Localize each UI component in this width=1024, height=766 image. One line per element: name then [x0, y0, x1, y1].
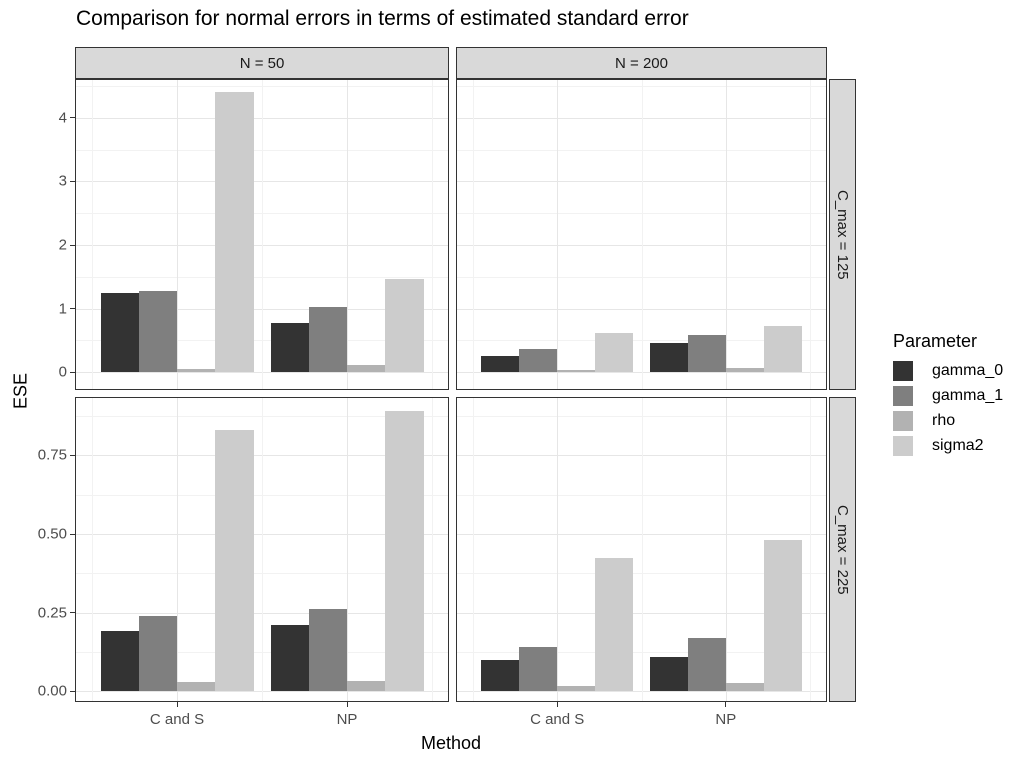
bar-gamma_1 — [308, 306, 348, 373]
y-tick-mark — [70, 454, 75, 457]
bar-gamma_0 — [270, 322, 309, 373]
bar-sigma2 — [215, 430, 254, 691]
facet-strip-row-cmax225: C_max = 225 — [829, 397, 856, 702]
y-tick-label: 3 — [58, 172, 67, 190]
bar-gamma_1 — [687, 334, 726, 373]
bar-rho — [177, 369, 216, 373]
legend-label: sigma2 — [932, 437, 984, 454]
bar-gamma_1 — [138, 615, 177, 691]
gridline-v-minor — [262, 79, 263, 390]
gridline-v-minor — [472, 397, 474, 702]
gridline-v-major — [347, 79, 348, 390]
gridline-v-minor — [641, 79, 643, 390]
legend-swatch-gamma_1 — [893, 386, 913, 406]
bar-gamma_1 — [138, 290, 177, 373]
gridline-v-minor — [472, 79, 474, 390]
gridline-v-minor — [92, 397, 93, 702]
y-tick-label: 0.50 — [37, 525, 67, 543]
bar-sigma2 — [595, 557, 633, 691]
gridline-v-minor — [92, 79, 93, 390]
bar-gamma_0 — [100, 293, 139, 373]
bar-gamma_0 — [649, 342, 688, 373]
gridline-v-minor — [432, 79, 433, 390]
bar-gamma_0 — [100, 631, 139, 691]
y-tick-label: 4 — [58, 109, 67, 127]
y-tick-mark — [70, 117, 75, 119]
bar-gamma_0 — [270, 625, 309, 691]
gridline-v-minor — [641, 397, 643, 702]
legend-swatch-gamma_0 — [893, 361, 913, 381]
x-tick-label: C and S — [149, 711, 205, 728]
gridline-v-major — [177, 397, 178, 702]
bar-sigma2 — [385, 278, 424, 373]
bar-sigma2 — [215, 91, 254, 373]
y-tick-mark — [70, 690, 75, 692]
y-tick-label: 0.75 — [37, 446, 67, 464]
gridline-v-major — [347, 397, 348, 702]
y-tick-mark — [70, 308, 75, 310]
bar-sigma2 — [385, 411, 424, 691]
x-tick-label: NP — [715, 711, 737, 728]
bar-gamma_0 — [481, 356, 520, 373]
bar-rho — [557, 686, 596, 691]
gridline-v-minor — [810, 397, 812, 702]
bar-gamma_0 — [481, 659, 520, 691]
y-tick-label: 0.00 — [37, 682, 67, 700]
bar-rho — [177, 682, 216, 691]
gridline-v-major — [725, 79, 727, 390]
legend-swatch-rho — [893, 411, 913, 431]
bar-sigma2 — [763, 540, 802, 691]
gridline-v-minor — [432, 397, 433, 702]
legend-label: gamma_0 — [932, 362, 1004, 379]
panel-n50-cmax125 — [75, 79, 449, 390]
legend-label: gamma_1 — [932, 387, 1004, 404]
bar-gamma_1 — [687, 637, 726, 691]
legend-label: rho — [932, 412, 956, 429]
legend-title: Parameter — [893, 331, 978, 351]
facet-strip-row-cmax125: C_max = 125 — [829, 79, 856, 390]
bar-rho — [557, 369, 596, 373]
bar-rho — [725, 683, 764, 692]
chart-title: Comparison for normal errors in terms of… — [76, 7, 689, 30]
legend-swatch-sigma2 — [893, 436, 913, 456]
x-tick-mark — [556, 702, 558, 707]
x-tick-mark — [725, 702, 727, 707]
bar-gamma_1 — [308, 609, 348, 691]
y-tick-mark — [70, 371, 75, 373]
y-axis-title: ESE — [10, 372, 31, 410]
bar-gamma_1 — [519, 647, 558, 691]
bar-rho — [347, 364, 386, 373]
bar-sigma2 — [595, 333, 633, 373]
y-tick-label: 1 — [58, 300, 67, 318]
gridline-v-minor — [810, 79, 812, 390]
y-tick-label: 0 — [58, 363, 67, 381]
x-tick-label: C and S — [530, 711, 585, 728]
gridline-v-major — [557, 79, 559, 390]
panel-n50-cmax225 — [75, 397, 449, 702]
bar-gamma_1 — [519, 348, 558, 373]
y-tick-label: 0.25 — [37, 604, 67, 621]
y-tick-mark — [70, 180, 75, 183]
gridline-v-minor — [262, 397, 263, 702]
x-axis-title: Method — [420, 733, 482, 753]
y-tick-label: 2 — [58, 236, 67, 254]
bar-sigma2 — [763, 326, 802, 373]
x-tick-label: NP — [336, 711, 358, 728]
y-tick-mark — [70, 244, 75, 246]
y-tick-mark — [70, 533, 75, 535]
panel-n200-cmax225 — [456, 397, 827, 702]
facet-strip-col-n200: N = 200 — [456, 47, 827, 79]
gridline-v-major — [177, 79, 178, 390]
gridline-v-major — [725, 397, 727, 702]
bar-rho — [347, 681, 386, 692]
x-tick-mark — [176, 702, 178, 707]
x-tick-mark — [346, 702, 348, 707]
y-tick-mark — [70, 612, 75, 614]
panel-n200-cmax125 — [456, 79, 827, 390]
bar-rho — [725, 367, 764, 373]
facet-strip-col-n50: N = 50 — [75, 47, 449, 79]
gridline-v-major — [557, 397, 559, 702]
bar-gamma_0 — [649, 656, 688, 692]
